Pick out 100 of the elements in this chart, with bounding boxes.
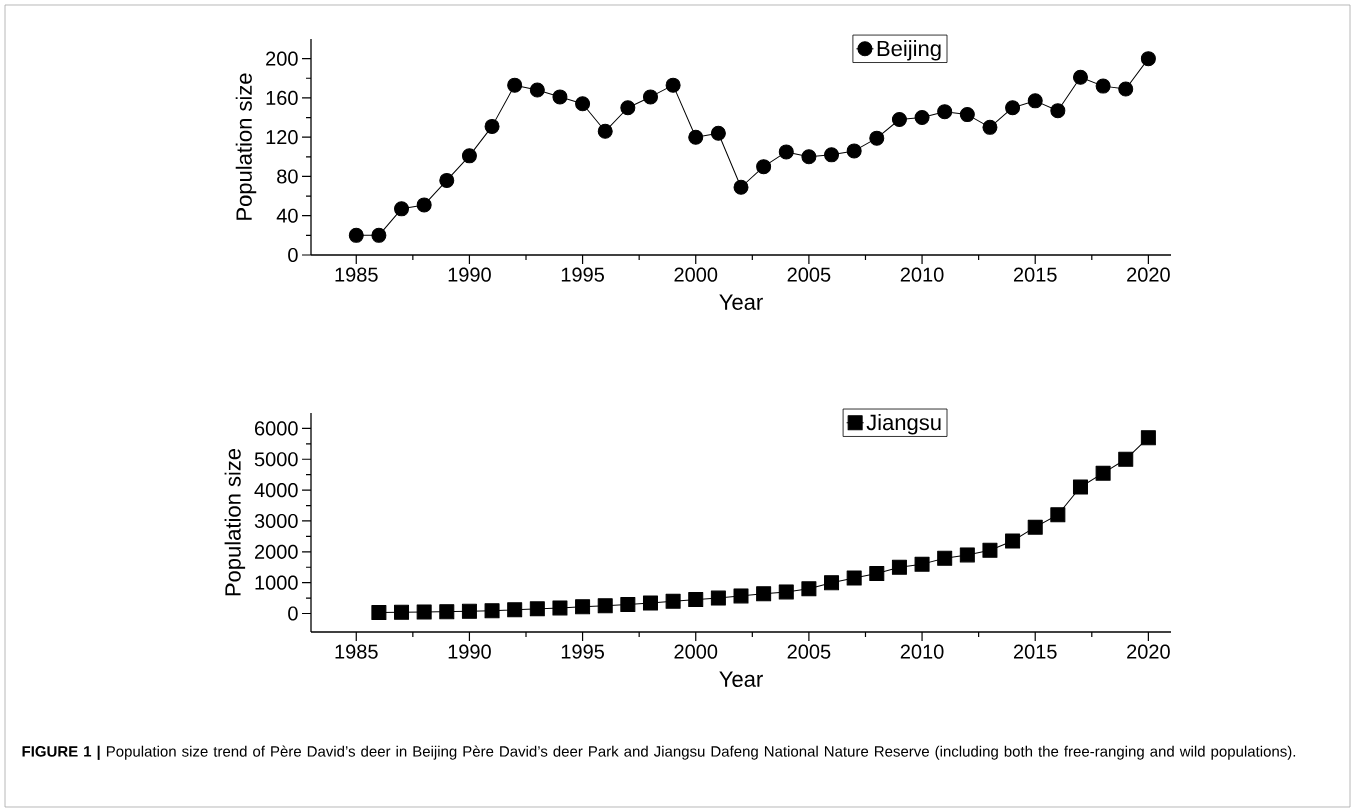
point [959,107,975,123]
y-tick-label: 6000 [255,421,298,436]
point [688,592,704,608]
point [507,77,523,93]
point [710,590,726,606]
point [529,601,545,617]
y-tick-label: 120 [266,130,298,145]
x-tick-label: 1995 [561,267,604,282]
point [575,96,591,112]
point [461,148,477,164]
point [1118,451,1134,467]
y-tick-label: 200 [266,51,298,66]
point [1050,507,1066,523]
point [1140,430,1156,446]
point [1027,519,1043,535]
point [416,197,432,213]
point [575,599,591,615]
x-tick-label: 2000 [674,267,718,282]
point [982,542,998,558]
y-tick-label: 160 [266,90,298,105]
point [439,604,455,620]
point [710,125,726,141]
y-axis-title: Population size [235,73,257,220]
y-tick-label: 40 [276,208,298,223]
x-tick-label: 2015 [1013,267,1057,282]
point [1095,78,1111,94]
point [484,603,500,619]
point [846,570,862,586]
y-tick-label: 3000 [254,513,298,529]
point [733,179,749,195]
point [665,593,681,609]
point [620,100,636,116]
x-tick-label: 1995 [561,644,604,659]
x-tick-label: 2020 [1127,267,1170,282]
point [461,603,477,619]
point [1072,479,1088,495]
x-tick-label: 2000 [674,644,718,659]
point [891,559,907,575]
point [642,595,658,611]
y-tick-label: 0 [288,606,298,621]
point [824,147,840,163]
point [394,604,410,620]
point [914,556,930,572]
x-tick-label: 2010 [900,644,944,659]
x-tick-label: 1990 [448,644,491,659]
x-tick-label: 2015 [1013,644,1057,659]
x-tick-label: 2005 [787,644,831,659]
point [620,597,636,613]
point [1005,533,1021,549]
point [597,598,613,614]
point [371,227,387,243]
point [416,604,432,620]
x-tick-label: 2020 [1127,644,1170,659]
point [937,550,953,566]
point [394,201,410,217]
point [891,112,907,128]
point [801,581,817,597]
point [824,575,840,591]
point [1027,93,1043,109]
point [665,77,681,93]
x-tick-label: 1985 [335,644,378,659]
point [959,547,975,563]
y-tick-label: 80 [277,169,298,184]
point [846,143,862,159]
point [778,144,794,160]
x-axis-title: Year [719,671,763,687]
point [439,172,455,188]
point [348,227,364,243]
point [756,159,772,175]
point [1050,103,1066,119]
x-tick-label: 1990 [448,267,491,282]
point [778,584,794,600]
point [982,119,998,135]
point [1140,51,1156,67]
point [756,586,772,602]
legend-label: Jiangsu [866,414,941,435]
point [1118,81,1134,97]
point [869,130,885,146]
x-tick-label: 2005 [787,267,831,282]
point [1005,100,1021,116]
point [733,588,749,604]
point [597,123,613,139]
point [552,89,568,105]
point [688,129,704,145]
point [1072,69,1088,85]
point [914,110,930,126]
y-tick-label: 4000 [254,483,298,498]
y-axis-title: Population size [224,448,246,596]
point [552,600,568,616]
point [484,118,500,134]
x-axis-title: Year [719,294,763,310]
point [869,565,885,581]
y-tick-label: 1000 [255,575,298,590]
point [642,89,658,105]
point [371,605,387,621]
point [507,602,523,618]
point [937,104,953,120]
legend-label: Beijing [877,40,941,61]
y-tick-label: 0 [288,247,298,263]
point [1095,465,1111,481]
